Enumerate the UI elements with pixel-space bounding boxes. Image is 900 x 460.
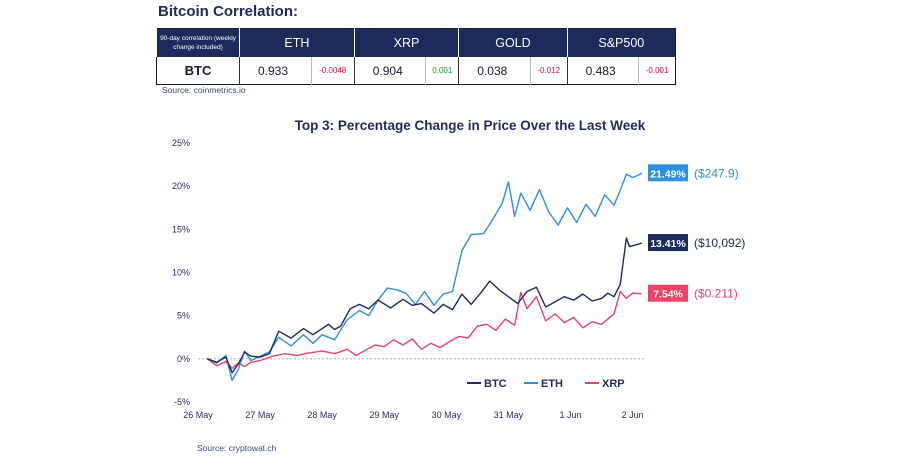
legend-label-btc: BTC — [484, 378, 507, 390]
end-price-btc: ($10,092) — [694, 236, 745, 250]
correlation-header-row: 90-day correlation (weekly change includ… — [156, 28, 676, 57]
end-price-xrp: ($0.211) — [694, 287, 738, 301]
y-tick-label: 15% — [172, 224, 190, 234]
y-tick-label: 10% — [172, 268, 190, 278]
gold-correlation-change: -0.012 — [529, 57, 568, 85]
correlation-source: Source: coinmetrics.io — [162, 85, 246, 95]
eth-correlation-value: 0.933 — [239, 57, 312, 85]
legend-label-eth: ETH — [541, 378, 563, 390]
column-header-eth: ETH — [239, 28, 355, 57]
end-badge-xrp — [648, 284, 688, 302]
column-header-xrp: XRP — [353, 28, 459, 57]
series-line-eth — [207, 172, 643, 382]
xrp-correlation-change: 0.001 — [425, 57, 459, 85]
correlation-row-btc: BTC 0.933 -0.0048 0.904 0.001 0.038 -0.0… — [157, 57, 676, 85]
sp500-correlation-change: -0.001 — [638, 57, 676, 85]
end-badge-eth — [648, 164, 688, 182]
series-line-btc — [207, 237, 643, 374]
legend-label-xrp: XRP — [602, 378, 625, 390]
correlation-table: 90-day correlation (weekly change includ… — [156, 28, 676, 85]
column-header-sp500: S&P500 — [566, 28, 676, 57]
x-tick-label: 26 May — [183, 410, 213, 420]
y-tick-label: 25% — [172, 138, 190, 148]
correlation-title: Bitcoin Correlation: — [158, 3, 299, 20]
x-tick-label: 29 May — [369, 410, 399, 420]
row-label: BTC — [184, 63, 212, 78]
xrp-correlation-value: 0.904 — [353, 57, 426, 85]
end-label-eth: 21.49% — [650, 168, 686, 180]
chart-source: Source: cryptowat.ch — [197, 443, 277, 453]
y-tick-label: 0% — [177, 354, 190, 364]
sp500-correlation-value: 0.483 — [566, 57, 639, 85]
x-tick-label: 28 May — [307, 410, 337, 420]
end-price-eth: ($247.9) — [694, 166, 739, 180]
gold-correlation-value: 0.038 — [458, 57, 531, 85]
x-tick-label: 31 May — [494, 410, 524, 420]
end-badge-btc — [648, 234, 688, 252]
end-label-xrp: 7.54% — [653, 289, 683, 301]
y-tick-label: -5% — [174, 397, 190, 407]
eth-correlation-change: -0.0048 — [310, 57, 355, 85]
x-tick-label: 27 May — [245, 410, 275, 420]
chart-title: Top 3: Percentage Change in Price Over t… — [294, 118, 646, 133]
y-tick-label: 5% — [177, 311, 190, 321]
y-tick-label: 20% — [172, 181, 190, 191]
x-tick-label: 2 Jun — [622, 410, 644, 420]
column-header-gold: GOLD — [458, 28, 568, 57]
series-line-xrp — [206, 290, 642, 369]
x-tick-label: 30 May — [432, 410, 462, 420]
correlation-header-label: 90-day correlation (weekly change includ… — [156, 28, 240, 57]
x-tick-label: 1 Jun — [559, 410, 581, 420]
end-label-btc: 13.41% — [650, 238, 686, 250]
